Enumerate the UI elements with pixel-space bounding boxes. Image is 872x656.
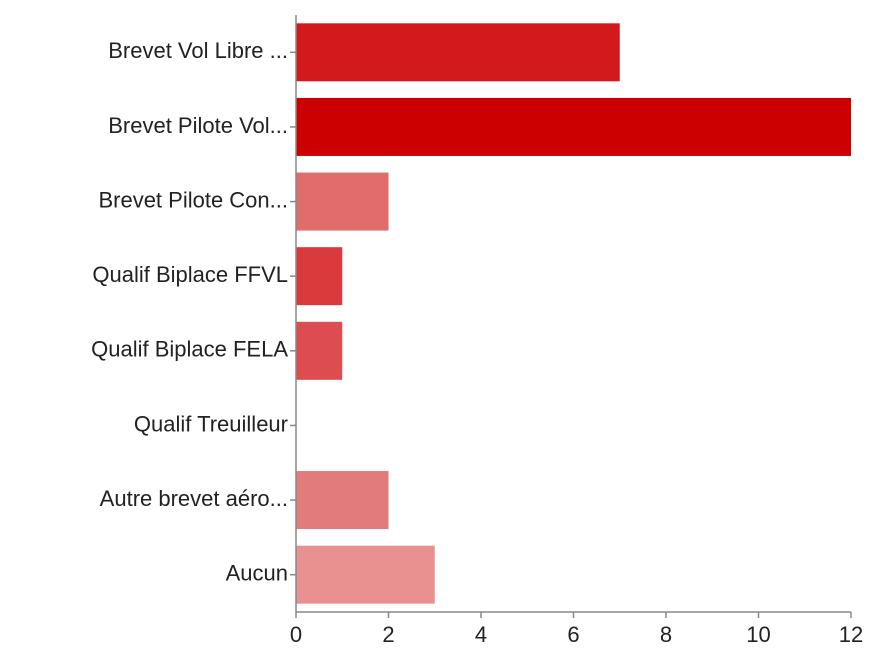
x-tick-label: 8 <box>660 622 672 647</box>
x-tick-label: 12 <box>839 622 863 647</box>
bar <box>296 471 389 530</box>
y-tick-label: Qualif Biplace FELA <box>91 337 288 362</box>
y-tick-label: Brevet Pilote Con... <box>98 187 288 212</box>
bar <box>296 247 343 306</box>
bar <box>296 321 343 380</box>
y-tick-label: Qualif Biplace FFVL <box>92 262 288 287</box>
y-tick-label: Qualif Treuilleur <box>134 411 288 436</box>
y-tick-label: Brevet Pilote Vol... <box>108 113 288 138</box>
x-tick-label: 10 <box>746 622 770 647</box>
y-tick-label: Brevet Vol Libre ... <box>108 38 288 63</box>
y-tick-label: Aucun <box>226 561 288 586</box>
x-tick-label: 0 <box>290 622 302 647</box>
bar <box>296 172 389 231</box>
x-tick-label: 2 <box>382 622 394 647</box>
x-tick-label: 6 <box>567 622 579 647</box>
x-tick-label: 4 <box>475 622 487 647</box>
bar <box>296 97 851 156</box>
y-tick-label: Autre brevet aéro... <box>100 486 288 511</box>
bar <box>296 23 620 82</box>
bar <box>296 545 435 604</box>
